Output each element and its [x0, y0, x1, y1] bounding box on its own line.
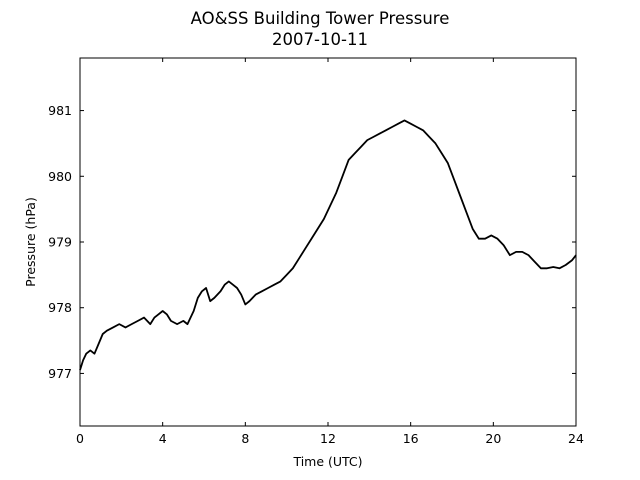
y-tick-label: 977 — [48, 366, 72, 381]
y-tick-label: 981 — [48, 103, 72, 118]
x-tick-label: 16 — [403, 431, 419, 446]
chart-title: AO&SS Building Tower Pressure — [191, 9, 450, 28]
x-tick-label: 20 — [485, 431, 501, 446]
x-axis-label: Time (UTC) — [292, 454, 362, 469]
y-tick-label: 980 — [48, 169, 72, 184]
x-axis: 0 4 8 12 16 20 24 — [76, 58, 584, 446]
x-tick-label: 8 — [241, 431, 249, 446]
x-tick-label: 0 — [76, 431, 84, 446]
y-axis-label: Pressure (hPa) — [23, 197, 38, 287]
y-axis: 977 978 979 980 981 — [48, 103, 576, 381]
plot-frame — [79, 57, 577, 427]
x-tick-label: 24 — [568, 431, 584, 446]
chart-subtitle: 2007-10-11 — [272, 30, 368, 49]
x-tick-label: 4 — [159, 431, 167, 446]
plot-area — [79, 119, 577, 371]
pressure-series-line — [79, 119, 577, 371]
y-tick-label: 979 — [48, 235, 72, 250]
y-tick-label: 978 — [48, 300, 72, 315]
x-tick-label: 12 — [320, 431, 336, 446]
